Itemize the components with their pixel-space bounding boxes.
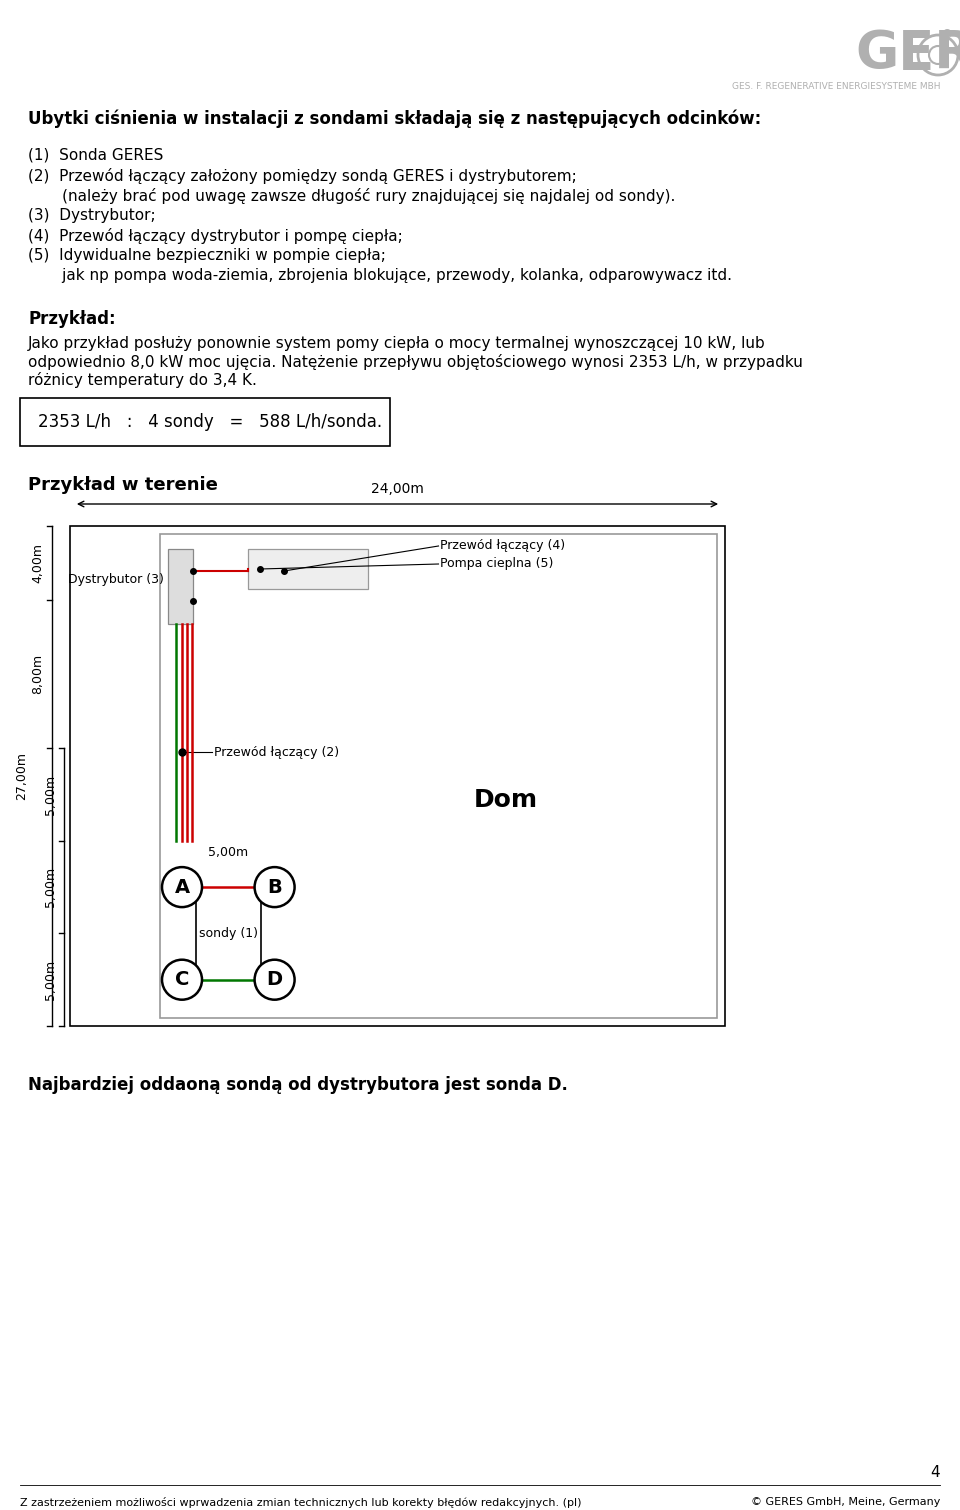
Text: 5,00m: 5,00m — [43, 867, 57, 908]
Text: 24,00m: 24,00m — [372, 482, 424, 495]
Bar — [160, 535, 717, 1018]
Circle shape — [162, 960, 202, 1000]
Text: (5)  Idywidualne bezpieczniki w pompie ciepła;: (5) Idywidualne bezpieczniki w pompie ci… — [28, 248, 386, 263]
Text: 8,00m: 8,00m — [32, 654, 44, 695]
Text: Najbardziej oddaoną sondą od dystrybutora jest sonda D.: Najbardziej oddaoną sondą od dystrybutor… — [28, 1077, 568, 1095]
Text: 5,00m: 5,00m — [43, 960, 57, 1000]
Text: Dom: Dom — [473, 788, 538, 812]
Text: sondy (1): sondy (1) — [199, 927, 258, 939]
Bar — [20, 399, 390, 445]
Text: jak np pompa woda-ziemia, zbrojenia blokujące, przewody, kolanka, odparowywacz i: jak np pompa woda-ziemia, zbrojenia blok… — [28, 267, 732, 282]
Text: odpowiednio 8,0 kW moc ujęcia. Natężenie przepływu objętościowego wynosi 2353 L/: odpowiednio 8,0 kW moc ujęcia. Natężenie… — [28, 353, 803, 370]
Circle shape — [162, 867, 202, 908]
Text: Jako przykład posłuży ponownie system pomy ciepła o mocy termalnej wynoszczącej : Jako przykład posłuży ponownie system po… — [28, 337, 766, 350]
Text: 27,00m: 27,00m — [15, 752, 29, 800]
Text: 5,00m: 5,00m — [208, 846, 249, 859]
Text: (3)  Dystrybutor;: (3) Dystrybutor; — [28, 208, 156, 223]
Text: 4,00m: 4,00m — [32, 544, 44, 583]
Text: różnicy temperatury do 3,4 K.: różnicy temperatury do 3,4 K. — [28, 371, 257, 388]
Text: Pompa cieplna (5): Pompa cieplna (5) — [441, 557, 554, 571]
Text: B: B — [267, 877, 282, 897]
Text: Z zastrzeżeniem możliwości wprwadzenia zmian technicznych lub korekty błędów red: Z zastrzeżeniem możliwości wprwadzenia z… — [20, 1496, 582, 1508]
Circle shape — [254, 867, 295, 908]
Text: Przykład:: Przykład: — [28, 310, 115, 328]
Text: Dystrybutor (3): Dystrybutor (3) — [68, 572, 164, 586]
Text: (2)  Przewód łączący założony pomiędzy sondą GERES i dystrybutorem;: (2) Przewód łączący założony pomiędzy so… — [28, 168, 577, 184]
Text: D: D — [267, 971, 282, 989]
Text: 2353 L/h   :   4 sondy   =   588 L/h/sonda.: 2353 L/h : 4 sondy = 588 L/h/sonda. — [38, 414, 382, 430]
Text: ®: ® — [940, 29, 952, 41]
Circle shape — [254, 960, 295, 1000]
Text: Przykład w terenie: Przykład w terenie — [28, 476, 218, 494]
Text: 5,00m: 5,00m — [43, 775, 57, 814]
Text: C: C — [175, 971, 189, 989]
Bar — [70, 525, 725, 1025]
Bar — [248, 550, 368, 589]
Text: (1)  Sonda GERES: (1) Sonda GERES — [28, 148, 163, 163]
Text: (4)  Przewód łączący dystrybutor i pompę ciepła;: (4) Przewód łączący dystrybutor i pompę … — [28, 228, 403, 245]
Text: 4: 4 — [930, 1465, 940, 1480]
Bar — [168, 550, 193, 624]
Text: GES. F. REGENERATIVE ENERGIESYSTEME MBH: GES. F. REGENERATIVE ENERGIESYSTEME MBH — [732, 82, 940, 91]
Text: A: A — [175, 877, 189, 897]
Text: © GERES GmbH, Meine, Germany: © GERES GmbH, Meine, Germany — [751, 1496, 940, 1507]
Text: Przewód łączący (4): Przewód łączący (4) — [441, 539, 565, 553]
Text: Przewód łączący (2): Przewód łączący (2) — [214, 746, 339, 758]
Text: GERES: GERES — [855, 29, 960, 80]
Text: (należy brać pod uwagę zawsze długość rury znajdującej się najdalej od sondy).: (należy brać pod uwagę zawsze długość ru… — [28, 189, 676, 204]
Text: Ubytki ciśnienia w instalacji z sondami składają się z następujących odcinków:: Ubytki ciśnienia w instalacji z sondami … — [28, 110, 761, 128]
